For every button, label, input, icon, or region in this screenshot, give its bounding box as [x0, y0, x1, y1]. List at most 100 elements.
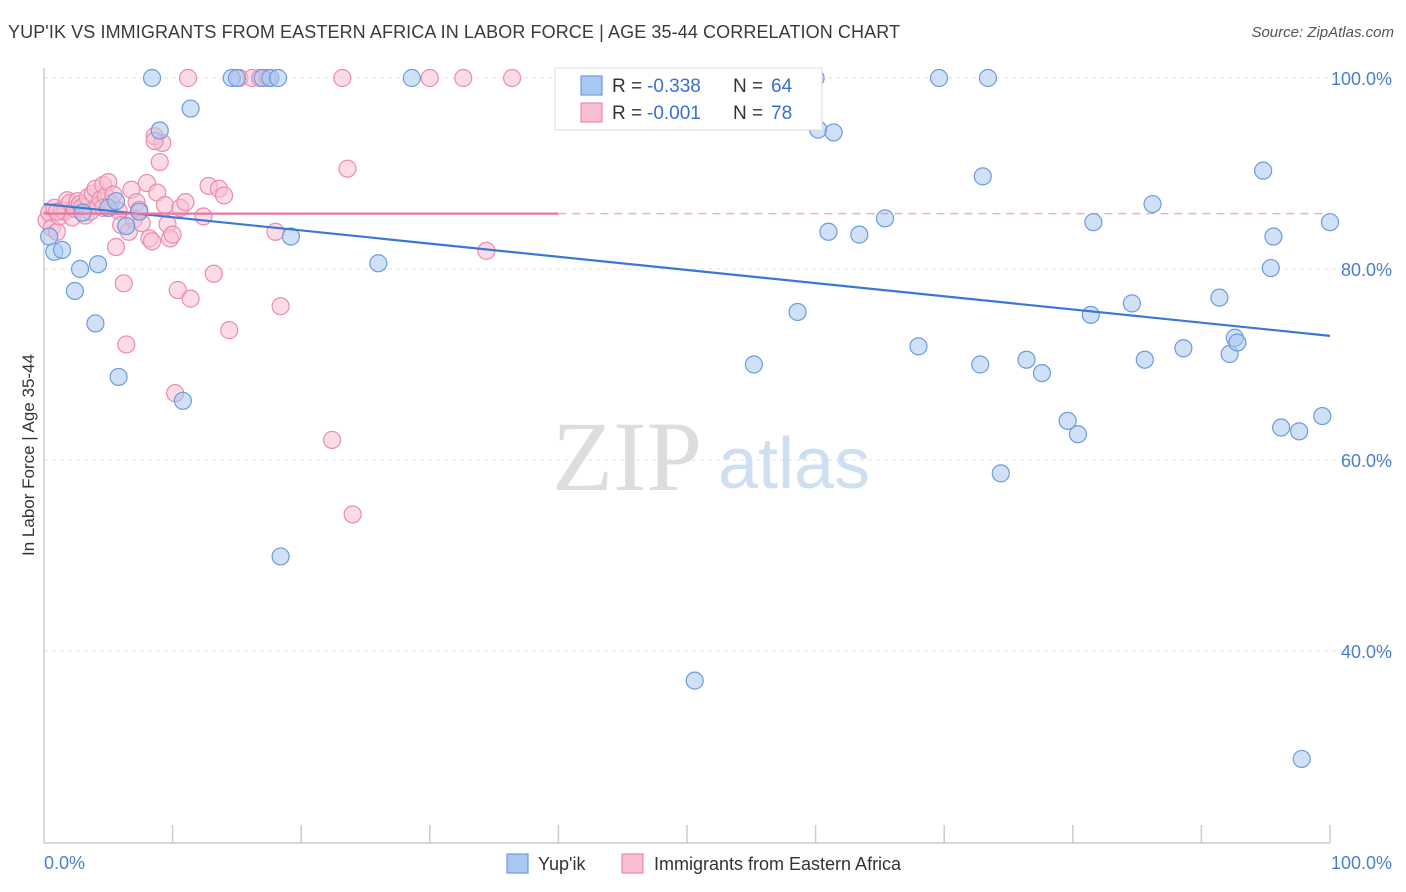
eastern-africa-point — [322, 430, 342, 450]
stats-r-label-eastern-africa: R = — [612, 103, 642, 124]
eastern-africa-point — [168, 280, 187, 300]
yupik-point — [973, 167, 992, 186]
series-yupik-points — [40, 68, 1340, 769]
legend-swatch-yupik — [506, 853, 529, 874]
eastern-africa-point — [106, 237, 126, 257]
eastern-africa-point — [47, 202, 66, 221]
yupik-point — [850, 225, 869, 244]
stats-swatch-eastern-africa — [580, 102, 603, 123]
yupik-point — [109, 367, 128, 387]
yupik-point — [227, 68, 246, 88]
yupik-point — [86, 314, 105, 333]
eastern-africa-point — [163, 225, 182, 244]
yupik-point — [1272, 418, 1291, 437]
eastern-africa-point — [333, 68, 352, 88]
bottom-legend: Yup'ik Immigrants from Eastern Africa — [506, 853, 902, 874]
x-tick-label-max: 100.0% — [1331, 853, 1392, 873]
stats-legend: R = -0.338 N = 64 R = -0.001 N = 78 — [554, 67, 823, 131]
y-tick-label: 60.0% — [1341, 451, 1392, 471]
eastern-africa-point — [114, 274, 133, 293]
eastern-africa-point — [181, 289, 200, 308]
yupik-point — [271, 547, 290, 566]
legend-label-yupik: Yup'ik — [538, 854, 586, 874]
yupik-point — [1210, 288, 1229, 307]
trend-lines — [43, 202, 1331, 337]
yupik-point — [744, 355, 763, 374]
yupik-point — [1264, 227, 1283, 246]
eastern-africa-point — [454, 68, 473, 88]
watermark-zip: ZIP — [552, 401, 702, 512]
yupik-point — [117, 216, 136, 236]
yupik-point — [52, 240, 72, 259]
eastern-africa-point — [214, 186, 234, 205]
x-axis-ticks — [171, 825, 1331, 843]
yupik-point — [1261, 258, 1280, 278]
series-eastern-africa-points — [37, 68, 522, 524]
eastern-africa-point — [178, 68, 198, 88]
yupik-point — [978, 68, 998, 88]
yupik-point — [1292, 749, 1311, 769]
yupik-point — [1290, 422, 1309, 441]
yupik-point — [909, 337, 928, 356]
yupik-point — [1058, 411, 1077, 430]
yupik-point — [181, 99, 200, 118]
stats-r-value-yupik: -0.338 — [647, 76, 701, 97]
yupik-point — [1174, 339, 1193, 358]
yupik-point — [991, 464, 1010, 483]
y-tick-labels: 40.0% 60.0% 80.0% 100.0% — [1331, 69, 1392, 662]
yupik-point — [1254, 161, 1273, 180]
yupik-point — [971, 355, 990, 374]
eastern-africa-point — [155, 195, 174, 215]
yupik-point — [685, 671, 704, 690]
eastern-africa-point — [503, 68, 522, 88]
yupik-point — [150, 121, 169, 140]
yupik-point — [1084, 213, 1103, 232]
eastern-africa-point — [220, 321, 239, 340]
yupik-point — [1320, 213, 1340, 232]
yupik-point — [402, 68, 421, 88]
eastern-africa-point — [271, 297, 290, 316]
yupik-point — [106, 192, 126, 211]
eastern-africa-point — [204, 264, 223, 283]
y-axis-title: In Labor Force | Age 35-44 — [19, 354, 38, 556]
yupik-point — [1068, 425, 1088, 444]
source-label: Source: ZipAtlas.com — [1251, 24, 1394, 41]
eastern-africa-point — [420, 68, 439, 88]
stats-n-value-yupik: 64 — [771, 76, 793, 97]
yupik-point — [1081, 305, 1100, 324]
stats-swatch-yupik — [580, 75, 603, 96]
axes — [43, 68, 1331, 844]
yupik-point — [1017, 350, 1036, 369]
yupik-point — [88, 255, 108, 274]
yupik-point — [1032, 363, 1052, 383]
eastern-africa-point — [266, 222, 285, 241]
stats-n-label-eastern-africa: N = — [733, 103, 763, 124]
yupik-point — [281, 227, 301, 246]
eastern-africa-point — [338, 159, 357, 178]
yupik-point — [369, 254, 388, 273]
yupik-point — [824, 123, 843, 142]
grid-lines — [44, 77, 1390, 652]
stats-r-value-eastern-africa: -0.001 — [647, 103, 701, 124]
yupik-point — [819, 222, 838, 241]
watermark: ZIP atlas — [552, 401, 870, 512]
legend-label-eastern-africa: Immigrants from Eastern Africa — [654, 854, 902, 874]
trend-line-yupik — [43, 202, 1331, 337]
yupik-point — [40, 227, 59, 246]
yupik-point — [142, 68, 162, 88]
stats-n-label-yupik: N = — [733, 76, 763, 97]
stats-n-value-eastern-africa: 78 — [771, 103, 792, 124]
y-tick-label: 100.0% — [1331, 69, 1392, 89]
yupik-point — [173, 391, 192, 410]
yupik-point — [1228, 333, 1247, 352]
watermark-atlas: atlas — [718, 424, 870, 504]
yupik-point — [1135, 350, 1154, 369]
x-tick-label-min: 0.0% — [44, 853, 85, 873]
yupik-point — [1122, 294, 1142, 313]
eastern-africa-point — [343, 505, 362, 524]
stats-r-label-yupik: R = — [612, 76, 642, 97]
yupik-point — [268, 68, 288, 88]
chart-title: YUP'IK VS IMMIGRANTS FROM EASTERN AFRICA… — [8, 22, 901, 42]
eastern-africa-point — [142, 232, 162, 251]
